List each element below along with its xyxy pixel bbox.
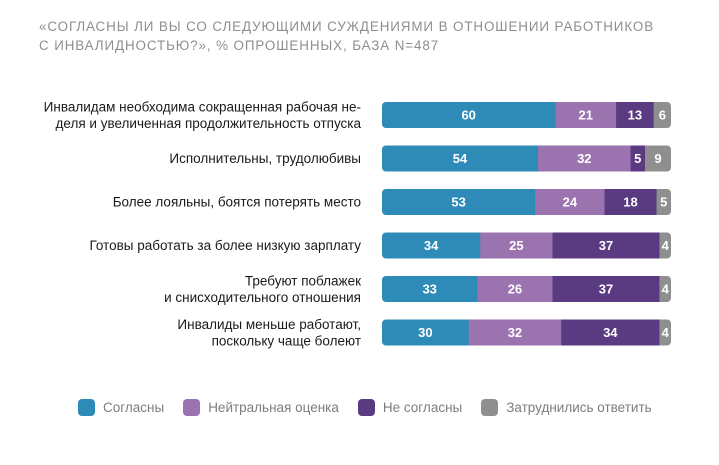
bar-row xyxy=(382,276,671,302)
chart-title-line-2: С ИНВАЛИДНОСТЬЮ?», % ОПРОШЕННЫХ, БАЗА N=… xyxy=(39,38,440,53)
category-label-line: Требуют поблажек xyxy=(245,273,361,288)
data-label: 34 xyxy=(603,325,618,340)
bar-segment xyxy=(382,319,470,346)
bar-segment xyxy=(552,276,660,302)
legend-item: Согласны xyxy=(78,398,165,416)
bar-segment xyxy=(382,276,478,302)
legend-item: Затруднились ответить xyxy=(481,398,652,416)
bar-row xyxy=(382,145,671,172)
data-label: 18 xyxy=(623,195,637,210)
bar-segment xyxy=(659,319,671,346)
data-label: 32 xyxy=(577,151,591,166)
legend-label: Не согласны xyxy=(382,399,463,415)
legend-swatch xyxy=(183,398,201,416)
bar-segment xyxy=(555,102,617,128)
legend-label: Согласны xyxy=(103,399,165,415)
chart-title-line-1: «СОГЛАСНЫ ЛИ ВЫ СО СЛЕДУЮЩИМИ СУЖДЕНИЯМИ… xyxy=(39,19,655,34)
data-label: 5 xyxy=(660,195,667,210)
legend-swatch xyxy=(481,398,499,416)
data-label: 53 xyxy=(451,195,465,210)
bar-segment xyxy=(535,189,605,215)
data-label: 9 xyxy=(654,151,661,166)
legend-item: Не согласны xyxy=(357,398,463,416)
data-label: 32 xyxy=(508,325,522,340)
bar-segment xyxy=(604,189,657,215)
bar-segment xyxy=(653,102,671,128)
category-label: Более лояльны, боятся потерять место xyxy=(113,195,361,210)
bar-segment xyxy=(382,189,536,215)
category-label-line: Более лояльны, боятся потерять место xyxy=(113,195,361,210)
bar-segment xyxy=(659,276,671,302)
bar-segment xyxy=(382,145,539,172)
bar-segment xyxy=(480,232,553,259)
bar-segment xyxy=(656,189,671,215)
category-label: Требуют поблажек и снисходительного отнош… xyxy=(164,273,361,305)
bar-segment xyxy=(382,102,556,128)
category-label-line: Инвалиды меньше работают, xyxy=(177,317,361,332)
category-label: Инвалиды меньше работают, поскольку чаще … xyxy=(177,317,361,349)
data-label: 6 xyxy=(659,108,666,123)
category-label-line: деля и увеличенная продолжительность отп… xyxy=(56,116,362,131)
data-label: 34 xyxy=(424,238,439,253)
data-label: 54 xyxy=(453,151,468,166)
bar-segment xyxy=(630,145,646,172)
category-label-line: поскольку чаще болеют xyxy=(212,333,361,348)
data-label: 30 xyxy=(418,325,432,340)
bar-segment xyxy=(616,102,655,128)
bar-row xyxy=(382,319,671,346)
chart-title: «СОГЛАСНЫ ЛИ ВЫ СО СЛЕДУЮЩИМИ СУЖДЕНИЯМИ… xyxy=(39,17,699,55)
category-label: Инвалидам необходима сокращенная рабочая… xyxy=(44,99,362,131)
category-label: Исполнительны, трудолюбивы xyxy=(169,151,361,166)
legend-label: Затруднились ответить xyxy=(506,399,652,415)
bar-segment xyxy=(561,319,660,346)
category-label-line: Готовы работать за более низкую зарплату xyxy=(89,238,361,253)
data-label: 4 xyxy=(662,325,670,340)
data-label: 24 xyxy=(563,195,578,210)
stacked-bar-chart: Инвалидам необходима сокращенная рабочая… xyxy=(44,99,671,349)
data-label: 37 xyxy=(599,238,613,253)
bar-segment xyxy=(382,232,481,259)
bar-segment xyxy=(659,232,671,259)
legend-item: Нейтральная оценка xyxy=(183,398,339,416)
category-label-line: Исполнительны, трудолюбивы xyxy=(169,151,361,166)
legend-label: Нейтральная оценка xyxy=(208,399,339,415)
data-label: 21 xyxy=(579,108,593,123)
category-label: Готовы работать за более низкую зарплату xyxy=(89,238,361,253)
legend-swatch xyxy=(357,398,375,416)
chart-legend: Согласны Нейтральная оценка Не согласны Зат… xyxy=(78,398,671,416)
bar-segment xyxy=(538,145,631,172)
data-label: 60 xyxy=(461,108,475,123)
data-label: 4 xyxy=(662,238,670,253)
data-label: 5 xyxy=(634,151,641,166)
data-label: 25 xyxy=(509,238,523,253)
bar-segment xyxy=(552,232,660,259)
bar-row xyxy=(382,102,671,128)
category-label-line: Инвалидам необходима сокращенная рабочая… xyxy=(44,99,361,114)
data-label: 26 xyxy=(508,282,522,297)
data-label: 4 xyxy=(662,282,670,297)
data-label: 13 xyxy=(628,108,642,123)
bar-segment xyxy=(468,319,562,346)
bar-segment xyxy=(644,145,671,172)
bar-row xyxy=(382,232,671,259)
bar-row xyxy=(382,189,671,215)
data-label: 33 xyxy=(422,282,436,297)
bar-segment xyxy=(477,276,553,302)
data-label: 37 xyxy=(599,282,613,297)
category-label-line: и снисходительного отношения xyxy=(164,290,361,305)
legend-swatch xyxy=(78,398,95,416)
